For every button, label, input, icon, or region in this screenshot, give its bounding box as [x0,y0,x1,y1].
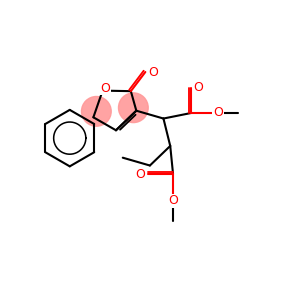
Text: O: O [100,82,110,95]
Text: O: O [213,106,223,119]
Text: O: O [168,194,178,207]
Circle shape [82,97,111,126]
Text: O: O [148,65,158,79]
Text: O: O [135,167,145,181]
Text: O: O [194,81,203,94]
Circle shape [118,93,148,123]
